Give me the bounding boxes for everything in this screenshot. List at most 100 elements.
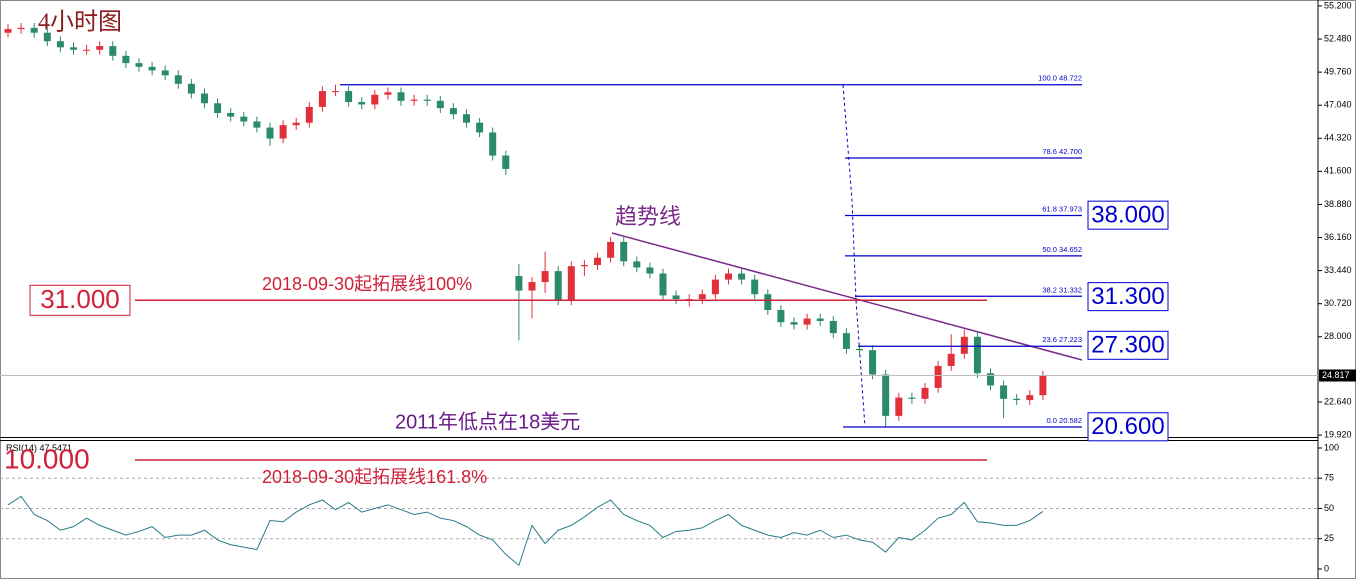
fib-level: 23.6 — [1042, 335, 1057, 344]
candle-body — [30, 27, 38, 33]
candle-body — [17, 27, 25, 30]
extension-price: 10.000 — [4, 443, 90, 474]
candle-body — [305, 106, 313, 123]
y-tick-label: 36.160 — [1324, 232, 1352, 242]
price-box — [1087, 200, 1169, 230]
candle-body — [135, 63, 143, 67]
fib-price: 34.652 — [1059, 245, 1082, 254]
candle-body — [292, 122, 300, 126]
candle-body — [921, 387, 929, 399]
candle-body — [397, 92, 405, 101]
fib-label: 23.6 27.223 — [1042, 335, 1082, 344]
fib-price: 27.223 — [1059, 335, 1082, 344]
candle-body — [253, 121, 261, 128]
fib-price: 20.582 — [1059, 416, 1082, 425]
fib-level: 50.0 — [1042, 245, 1057, 254]
candle-body — [882, 374, 890, 416]
fib-level: 0.0 — [1047, 416, 1057, 425]
fib-label: 61.8 37.973 — [1042, 204, 1082, 213]
price-box-label: 31.300 — [1091, 283, 1164, 310]
candle-body — [318, 91, 326, 107]
candle-body — [580, 265, 588, 267]
y-tick-label: 44.320 — [1324, 133, 1352, 143]
price-box-label: 38.000 — [1091, 201, 1164, 228]
candle-body — [554, 271, 562, 301]
price-box — [1087, 330, 1169, 360]
candle-body — [725, 273, 732, 280]
fib-label: 38.2 31.332 — [1042, 285, 1082, 294]
candle-body — [803, 318, 811, 325]
candle-body — [698, 294, 706, 300]
candle-body — [227, 112, 235, 117]
y-tick-label: 52.480 — [1324, 33, 1352, 43]
candle-body — [947, 353, 955, 366]
candle-body — [528, 282, 536, 291]
candle-body — [436, 100, 444, 109]
candle-body — [345, 91, 353, 103]
candle-body — [973, 336, 981, 374]
y-tick-label: 55.200 — [1324, 0, 1352, 10]
candle-body — [423, 99, 431, 101]
fib-label: 78.6 42.700 — [1042, 147, 1082, 156]
y-tick-label: 19.920 — [1324, 429, 1352, 439]
candle-body — [934, 365, 942, 388]
fib-price: 42.700 — [1059, 147, 1082, 156]
candle-body — [842, 333, 850, 349]
y-tick-label: 49.760 — [1324, 66, 1352, 76]
candle-body — [489, 132, 497, 156]
candle-body — [1013, 398, 1021, 401]
fib-level: 38.2 — [1042, 285, 1057, 294]
fib-label: 100.0 48.722 — [1038, 74, 1082, 83]
candle-body — [502, 155, 510, 169]
candle-body — [266, 127, 274, 139]
candle-body — [148, 66, 156, 71]
y-tick-label: 38.880 — [1324, 199, 1352, 209]
low-note: 2011年低点在18美元 — [395, 410, 580, 433]
candle-body — [829, 320, 837, 334]
candle-body — [174, 75, 182, 84]
candle-body — [109, 46, 117, 56]
candle-body — [567, 266, 575, 301]
candle-body — [659, 273, 667, 296]
rsi-title: RSI(14) 47.5471 — [6, 443, 72, 453]
candle-body — [96, 46, 104, 50]
candle-body — [410, 99, 418, 101]
candle-body — [987, 373, 994, 386]
chart-title: 4小时图 — [38, 9, 122, 36]
current-price-box — [1319, 369, 1356, 382]
candle-body — [358, 102, 366, 105]
rsi-value: 47.5471 — [40, 443, 73, 453]
candle-body — [70, 47, 77, 50]
extension-box — [29, 284, 131, 316]
y-tick-label: 47.040 — [1324, 100, 1352, 110]
rsi-name: RSI(14) — [6, 443, 37, 453]
y-tick-label: 100 — [1324, 442, 1339, 452]
candle-body — [187, 83, 195, 94]
candle-body — [463, 114, 470, 123]
fib-level: 100.0 — [1038, 74, 1057, 83]
candle-body — [476, 122, 484, 133]
candle-body — [1039, 375, 1047, 396]
candle-body — [161, 70, 169, 76]
rsi-line — [7, 495, 1044, 567]
candle-body — [279, 125, 287, 139]
current-price-label: 24.817 — [1322, 370, 1350, 380]
candle-body — [856, 348, 863, 351]
candle-body — [816, 318, 824, 321]
y-tick-label: 28.000 — [1324, 331, 1352, 341]
candle-body — [43, 32, 51, 42]
y-tick-label: 50 — [1324, 503, 1334, 513]
candle-body — [449, 108, 457, 115]
candle-body — [711, 279, 719, 295]
extension-price: 31.000 — [40, 284, 120, 314]
fib-label: 50.0 34.652 — [1042, 245, 1082, 254]
candle-body — [1026, 395, 1034, 401]
fib-price: 37.973 — [1059, 204, 1082, 213]
fib-label: 0.0 20.582 — [1047, 416, 1082, 425]
candle-body — [384, 92, 392, 95]
candle-body — [908, 397, 916, 399]
y-tick-label: 25 — [1324, 533, 1334, 543]
candle-body — [633, 261, 641, 268]
candle-body — [122, 55, 130, 64]
